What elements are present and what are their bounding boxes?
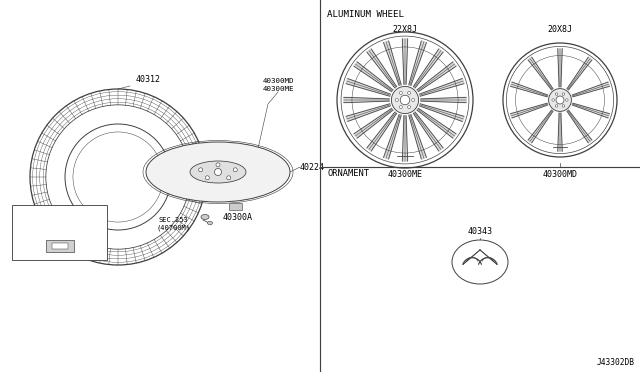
Text: 40300A: 40300A	[223, 212, 253, 221]
Polygon shape	[409, 41, 426, 86]
Text: 40300ME: 40300ME	[262, 86, 294, 92]
Polygon shape	[413, 49, 443, 88]
Ellipse shape	[452, 240, 508, 284]
Circle shape	[205, 176, 209, 180]
Ellipse shape	[190, 161, 246, 183]
Circle shape	[556, 93, 558, 95]
Text: 22X8J: 22X8J	[392, 25, 417, 34]
Polygon shape	[417, 108, 456, 138]
Circle shape	[562, 105, 564, 107]
Polygon shape	[420, 97, 466, 103]
Circle shape	[556, 105, 558, 107]
Text: 40300MD: 40300MD	[543, 170, 577, 179]
Circle shape	[566, 99, 568, 101]
Ellipse shape	[207, 221, 212, 225]
Circle shape	[548, 89, 572, 111]
Circle shape	[408, 92, 411, 94]
Circle shape	[214, 169, 221, 176]
Circle shape	[65, 124, 171, 230]
Circle shape	[399, 92, 403, 94]
Ellipse shape	[201, 215, 209, 219]
Polygon shape	[528, 57, 553, 90]
Bar	[45, 240, 74, 252]
Polygon shape	[346, 104, 390, 121]
Text: 40300AA: 40300AA	[44, 227, 76, 233]
Text: ALUMINUM WHEEL: ALUMINUM WHEEL	[327, 10, 404, 19]
Circle shape	[216, 163, 220, 167]
Polygon shape	[572, 103, 609, 118]
Circle shape	[552, 99, 554, 101]
Polygon shape	[419, 104, 464, 121]
Text: J43302DB: J43302DB	[597, 358, 635, 367]
Circle shape	[234, 168, 237, 172]
Circle shape	[337, 32, 473, 168]
Bar	[51, 243, 67, 249]
Text: 40312: 40312	[136, 75, 161, 84]
Circle shape	[562, 93, 564, 95]
Polygon shape	[409, 115, 426, 159]
Polygon shape	[417, 62, 456, 92]
Circle shape	[556, 96, 564, 104]
Text: ORNAMENT: ORNAMENT	[327, 169, 369, 178]
FancyBboxPatch shape	[230, 203, 243, 211]
Text: SEC.253: SEC.253	[158, 217, 188, 223]
Circle shape	[503, 43, 617, 157]
Polygon shape	[511, 103, 548, 118]
Polygon shape	[403, 39, 408, 84]
Polygon shape	[383, 115, 401, 159]
Circle shape	[408, 106, 411, 109]
Circle shape	[227, 176, 230, 180]
Circle shape	[396, 99, 398, 102]
Bar	[12, 205, 107, 260]
Polygon shape	[403, 116, 408, 161]
Polygon shape	[572, 82, 609, 97]
Text: 40300ME: 40300ME	[387, 170, 422, 179]
Circle shape	[198, 168, 203, 172]
Polygon shape	[413, 112, 443, 151]
Polygon shape	[354, 62, 393, 92]
Polygon shape	[567, 57, 592, 90]
Text: 40224: 40224	[300, 163, 325, 171]
Polygon shape	[346, 78, 390, 96]
Circle shape	[392, 86, 419, 113]
Circle shape	[412, 99, 415, 102]
Text: 20X8J: 20X8J	[547, 25, 573, 34]
Text: 40300MD: 40300MD	[262, 78, 294, 84]
Text: (40700M): (40700M)	[156, 225, 190, 231]
Polygon shape	[511, 82, 548, 97]
Polygon shape	[344, 97, 389, 103]
Polygon shape	[383, 41, 401, 86]
Text: 40343: 40343	[467, 227, 493, 236]
Polygon shape	[567, 110, 592, 143]
Polygon shape	[419, 78, 464, 96]
Polygon shape	[354, 108, 393, 138]
Text: ADHESIVE TYPE: ADHESIVE TYPE	[32, 213, 87, 219]
Ellipse shape	[146, 142, 290, 202]
Polygon shape	[558, 49, 562, 87]
Circle shape	[400, 95, 410, 105]
Polygon shape	[367, 49, 397, 88]
Polygon shape	[367, 112, 397, 151]
Circle shape	[399, 106, 403, 109]
Polygon shape	[558, 113, 562, 151]
Polygon shape	[528, 110, 553, 143]
